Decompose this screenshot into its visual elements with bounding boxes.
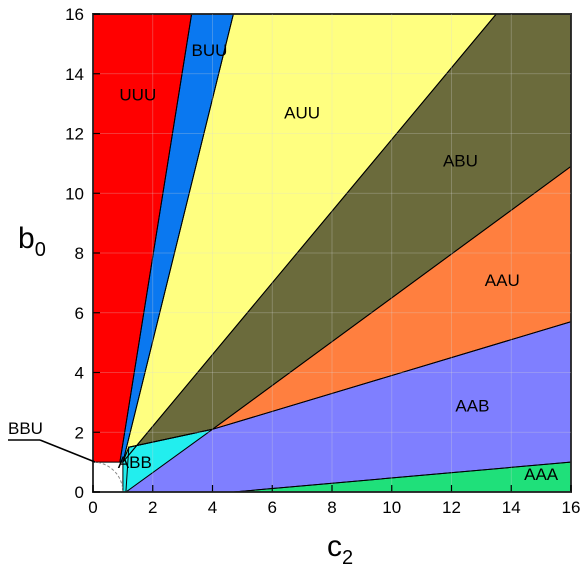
y-tick-label: 2 xyxy=(75,423,84,442)
y-tick-label: 6 xyxy=(75,304,84,323)
y-axis-title-sub: 0 xyxy=(35,239,46,261)
y-tick-label: 8 xyxy=(75,244,84,263)
y-tick-label: 12 xyxy=(65,125,84,144)
x-tick-label: 8 xyxy=(327,498,336,517)
x-tick-label: 6 xyxy=(268,498,277,517)
region-label-uuu: UUU xyxy=(119,86,156,105)
y-tick-label: 14 xyxy=(65,65,84,84)
x-tick-label: 12 xyxy=(442,498,461,517)
region-label-aaa: AAA xyxy=(524,465,559,484)
x-tick-label: 16 xyxy=(562,498,581,517)
x-tick-label: 14 xyxy=(502,498,521,517)
x-tick-label: 10 xyxy=(382,498,401,517)
y-tick-label: 0 xyxy=(75,483,84,502)
y-tick-label: 10 xyxy=(65,184,84,203)
x-tick-label: 0 xyxy=(88,498,97,517)
bbu-leader-arrow xyxy=(39,439,96,463)
y-axis-title: b0 xyxy=(18,222,46,261)
region-label-auu: AUU xyxy=(284,104,320,123)
bbu-boundary xyxy=(92,461,124,493)
x-tick-label: 2 xyxy=(148,498,157,517)
x-axis-title-sub: 2 xyxy=(342,547,353,568)
region-labels: UUU BUU AUU ABU AAU AAB ABB AAA xyxy=(118,41,559,484)
x-tick-label: 4 xyxy=(208,498,217,517)
region-label-aau: AAU xyxy=(485,271,520,290)
y-tick-label: 4 xyxy=(75,364,84,383)
x-axis-title-main: c xyxy=(327,530,342,563)
x-axis-title: c2 xyxy=(327,530,353,568)
region-label-buu: BUU xyxy=(192,41,228,60)
region-label-abu: ABU xyxy=(443,151,478,170)
y-tick-label: 16 xyxy=(65,5,84,24)
y-axis-title-main: b xyxy=(18,222,35,255)
axis-ticks: 0 2 4 6 8 10 12 14 16 0 2 4 6 8 10 12 14 16 xyxy=(65,5,580,517)
region-label-abb: ABB xyxy=(118,453,152,472)
bbu-annotation: BBU xyxy=(8,419,43,438)
region-label-aab: AAB xyxy=(455,396,489,415)
